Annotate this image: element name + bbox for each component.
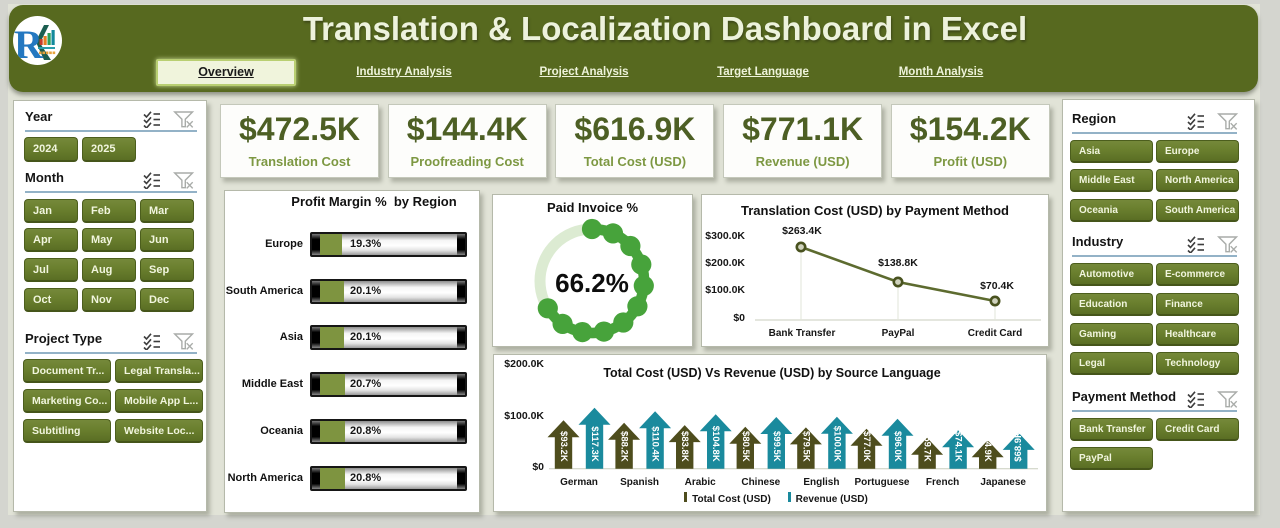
svg-text:$59.7K: $59.7K — [922, 431, 933, 462]
svg-text:$74.1K: $74.1K — [953, 431, 964, 462]
svg-text:$88.2K: $88.2K — [619, 431, 630, 462]
svg-text:$54.9K: $54.9K — [982, 431, 993, 462]
svg-text:$93.2K: $93.2K — [558, 431, 569, 462]
svg-text:$79.5K: $79.5K — [800, 431, 811, 462]
svg-text:$104.8K: $104.8K — [710, 426, 721, 462]
svg-text:$68.9K: $68.9K — [1013, 431, 1024, 462]
svg-text:$100.0K: $100.0K — [831, 426, 842, 462]
svg-text:$110.4K: $110.4K — [650, 426, 661, 462]
svg-text:$83.8K: $83.8K — [679, 431, 690, 462]
svg-text:$96.0K: $96.0K — [892, 431, 903, 462]
svg-text:$117.3K: $117.3K — [589, 426, 600, 462]
svg-text:$80.5K: $80.5K — [740, 431, 751, 462]
svg-text:$77.0K: $77.0K — [861, 431, 872, 462]
svg-text:$99.5K: $99.5K — [771, 431, 782, 462]
